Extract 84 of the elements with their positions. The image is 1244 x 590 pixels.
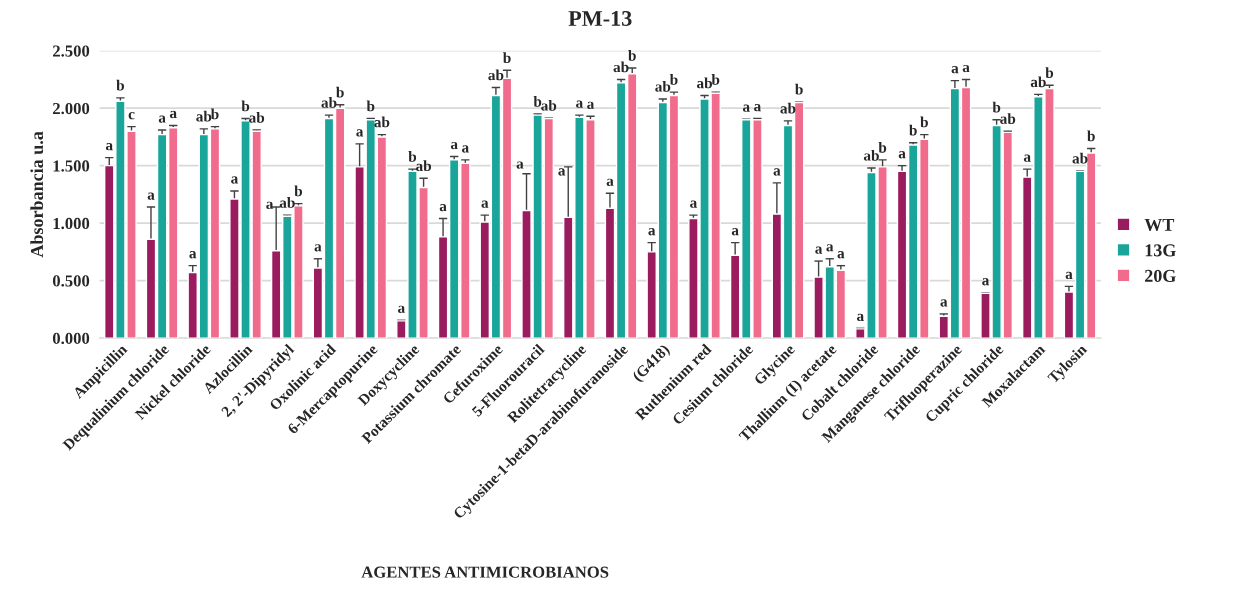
data-label: ab [780,102,796,114]
x-axis-title: AGENTES ANTIMICROBIANOS [361,566,609,578]
data-label: b [502,52,511,64]
data-label: a [169,110,177,119]
data-label: ab [541,99,557,111]
legend-label: 20G [1145,269,1176,282]
data-label: a [105,143,113,151]
data-label: a [558,168,566,176]
data-label: ab [863,149,879,161]
data-label: a [815,246,823,254]
data-label: a [731,228,739,236]
data-label: a [951,66,959,74]
data-label: a [398,305,405,313]
data-label: ab [696,77,712,89]
data-label: ab [196,110,212,122]
y-tick-label: 0.000 [52,332,90,345]
data-label: b [920,116,928,128]
data-label: b [116,79,125,91]
data-label: ab [1000,113,1016,124]
data-label: b [669,74,678,85]
data-label: c [128,111,135,120]
data-label: a [576,100,583,108]
data-label: a [450,141,458,150]
data-label: a [158,115,166,123]
data-label: a [754,103,761,112]
data-label: b [795,83,803,95]
data-label: b [336,86,344,98]
data-label: a [648,228,656,236]
data-label: a [982,278,990,286]
data-label: ab [249,112,265,123]
data-label: a [314,244,322,252]
data-label: a [266,201,274,209]
data-label: b [533,95,542,107]
y-tick-label: 1.500 [53,160,90,172]
data-label: b [210,108,219,120]
data-label: a [940,299,948,307]
data-label: a [773,168,781,176]
data-label: a [461,145,469,153]
data-label: b [628,49,636,61]
data-label: a [587,101,595,109]
data-label: ab [488,69,504,81]
data-label: ab [1030,76,1046,88]
data-label: b [241,100,250,112]
data-label: b [1087,130,1095,142]
data-label: a [898,151,906,159]
y-tick-label: 2.500 [53,45,90,57]
data-label: b [909,124,917,136]
data-label: a [690,200,698,208]
data-label: ab [655,80,671,92]
data-label: b [711,74,720,85]
data-label: a [1023,154,1031,162]
data-label: a [516,161,524,169]
data-label: ab [1072,152,1088,164]
y-tick-label: 2.000 [53,102,90,115]
data-label: a [606,178,614,186]
legend-label: WT [1144,218,1175,232]
data-label: a [856,313,864,322]
data-label: a [147,192,155,200]
data-label: b [366,100,375,112]
y-tick-label: 1.000 [53,217,90,230]
data-label: b [878,141,887,153]
data-label: a [189,251,197,259]
data-label: b [1045,67,1054,78]
chart-title: PM-13 [568,11,632,26]
data-label: ab [613,61,629,73]
data-label: ab [374,116,390,128]
data-label: a [826,244,834,252]
data-label: b [294,185,303,197]
legend-label: 13G [1145,244,1176,257]
data-label: a [962,64,970,73]
data-label: a [742,104,750,112]
data-label: b [408,151,417,162]
data-label: a [231,176,239,184]
data-label: a [837,251,845,259]
data-label: a [356,129,364,137]
data-label: b [992,101,1001,113]
data-label: a [439,203,447,212]
data-label: a [1065,271,1073,280]
data-label: a [481,200,489,208]
y-tick-label: 0.500 [52,275,90,287]
data-label: ab [416,160,432,172]
y-axis-title: Absorbancia u.a [30,131,44,258]
data-label: ab [279,197,295,208]
data-label: ab [321,97,337,108]
